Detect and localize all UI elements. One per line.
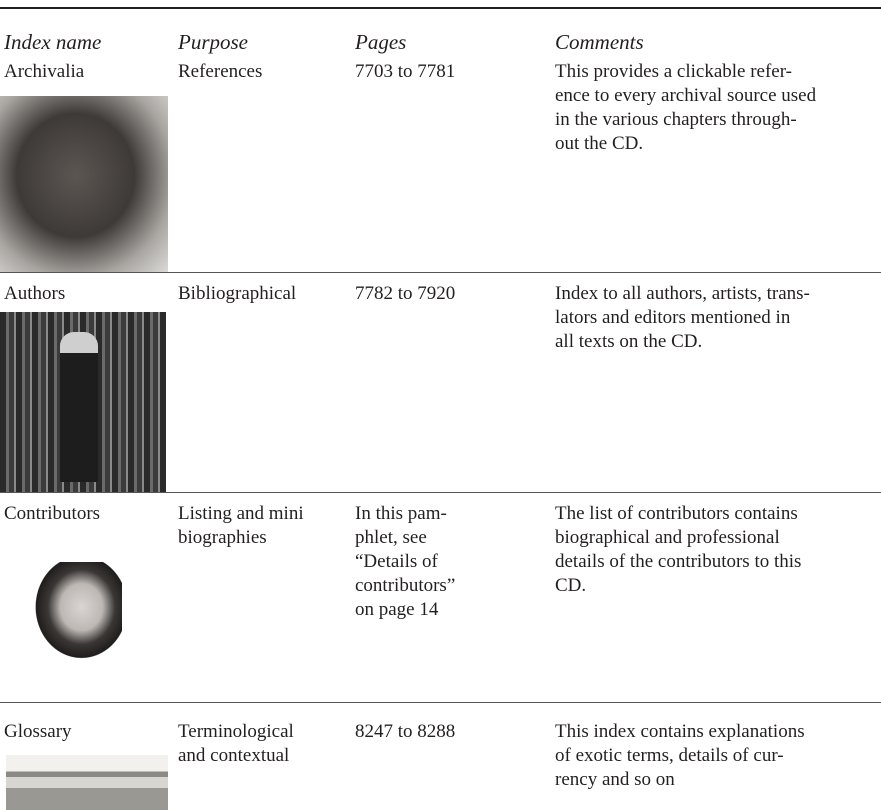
- purpose-line: and contextual: [178, 745, 290, 766]
- comments-line: Index to all authors, artists, trans-: [555, 283, 810, 304]
- comments-line: ence to every archival source used: [555, 85, 817, 106]
- pages-cell: 8247 to 8288: [355, 720, 455, 744]
- comments-line: rency and so on: [555, 769, 675, 790]
- comments-cell: This provides a clickable refer-ence to …: [555, 60, 816, 156]
- purpose-cell: References: [178, 60, 262, 84]
- comments-cell: This index contains explanations of exoti…: [555, 720, 805, 792]
- index-name: Contributors: [4, 503, 101, 524]
- comments-line: all texts on the CD.: [555, 331, 703, 352]
- row-rule: [0, 702, 881, 703]
- comments-line: CD.: [555, 575, 587, 596]
- purpose-line: Bibliographical: [178, 283, 297, 304]
- pages-cell: In this pam-phlet, see “Details of contrib…: [355, 502, 455, 622]
- index-name: Glossary: [4, 721, 72, 742]
- column-header: Purpose: [178, 30, 248, 54]
- photo: [0, 312, 166, 492]
- pages-line: on page 14: [355, 599, 439, 620]
- pages-line: contributors”: [355, 575, 456, 596]
- comments-line: in the various chapters through-: [555, 109, 797, 130]
- comments-cell: The list of contributors contains biograp…: [555, 502, 801, 598]
- photo: [32, 562, 122, 662]
- pages-cell: 7782 to 7920: [355, 282, 455, 306]
- index-name: Authors: [4, 283, 66, 304]
- column-header: Index name: [4, 30, 102, 54]
- purpose-line: References: [178, 61, 263, 82]
- photo: [6, 755, 168, 810]
- comments-line: lators and editors mentioned in: [555, 307, 791, 328]
- purpose-line: biographies: [178, 527, 267, 548]
- comments-line: biographical and professional: [555, 527, 780, 548]
- pages-line: 7782 to 7920: [355, 283, 456, 304]
- index-name: Archivalia: [4, 61, 85, 82]
- comments-line: This index contains explanations: [555, 721, 805, 742]
- photo: [0, 96, 168, 272]
- pages-line: 7703 to 7781: [355, 61, 456, 82]
- pages-line: 8247 to 8288: [355, 721, 456, 742]
- pages-line: “Details of: [355, 551, 438, 572]
- purpose-line: Terminological: [178, 721, 294, 742]
- comments-line: details of the contributors to this: [555, 551, 802, 572]
- row-rule: [0, 492, 881, 493]
- pages-cell: 7703 to 7781: [355, 60, 455, 84]
- purpose-cell: Bibliographical: [178, 282, 296, 306]
- purpose-cell: Listing and mini biographies: [178, 502, 304, 550]
- comments-line: The list of contributors contains: [555, 503, 798, 524]
- comments-line: out the CD.: [555, 133, 644, 154]
- row-rule: [0, 272, 881, 273]
- comments-line: of exotic terms, details of cur-: [555, 745, 784, 766]
- comments-line: This provides a clickable refer-: [555, 61, 793, 82]
- column-header: Comments: [555, 30, 644, 54]
- pages-line: phlet, see: [355, 527, 427, 548]
- purpose-line: Listing and mini: [178, 503, 304, 524]
- comments-cell: Index to all authors, artists, trans-lat…: [555, 282, 810, 354]
- column-header: Pages: [355, 30, 407, 54]
- purpose-cell: Terminological and contextual: [178, 720, 294, 768]
- top-rule: [0, 7, 881, 9]
- pages-line: In this pam-: [355, 503, 447, 524]
